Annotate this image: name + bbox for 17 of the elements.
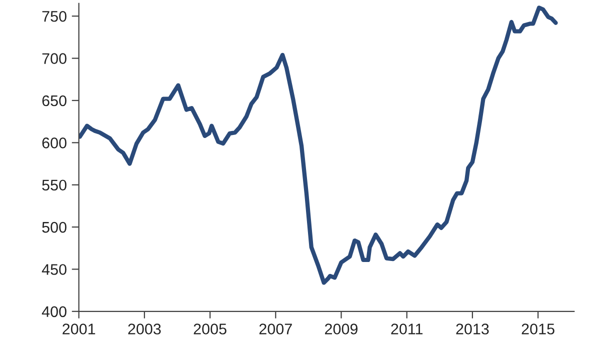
y-tick-label: 450	[42, 264, 66, 275]
line-series	[78, 6, 558, 285]
y-tick-label: 400	[42, 306, 66, 318]
x-tick-label: 2013	[456, 324, 489, 334]
y-tick-label: 750	[42, 10, 66, 22]
x-tick-label: 2009	[325, 324, 358, 334]
x-tick-label: 2003	[128, 324, 161, 334]
x-tick-label: 2005	[194, 324, 226, 334]
y-tick-label: 550	[42, 180, 66, 191]
x-tick-label: 2015	[522, 324, 554, 334]
y-tick-label: 500	[42, 222, 66, 233]
y-tick-label: 700	[42, 53, 66, 64]
y-tick-label: 650	[42, 95, 66, 106]
x-tick-label: 2011	[391, 324, 423, 334]
x-tick-label: 2001	[62, 324, 96, 334]
y-tick-label: 600	[42, 138, 66, 148]
x-tick-label: 2007	[259, 324, 292, 334]
